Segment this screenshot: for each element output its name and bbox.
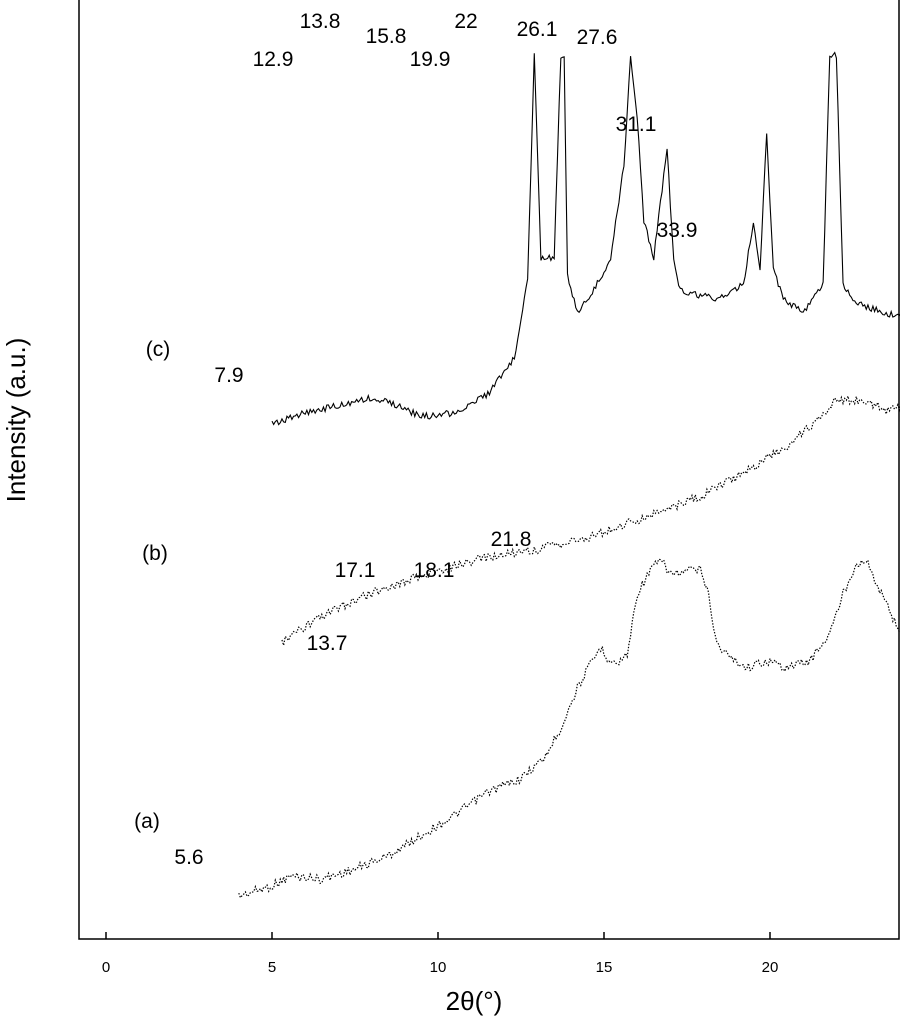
trace-a <box>238 558 900 899</box>
peak-label: 13.8 <box>300 10 341 33</box>
x-tick-label: 0 <box>102 959 110 976</box>
y-axis-title: Intensity (a.u.) <box>1 338 31 503</box>
curve-label-b: (b) <box>142 542 168 565</box>
peak-label: 5.6 <box>174 846 203 869</box>
peak-label: 22 <box>454 10 477 33</box>
traces <box>238 51 900 899</box>
peak-label: 26.1 <box>517 18 558 41</box>
curve-labels: (a) (b) (c) <box>134 338 170 833</box>
peak-label: 33.9 <box>657 219 698 242</box>
peak-label: 21.8 <box>491 528 532 551</box>
trace-b <box>281 393 900 646</box>
x-tick-label: 10 <box>430 959 447 976</box>
x-tick-label: 20 <box>762 959 779 976</box>
x-axis-ticks: 051015202530354045 <box>102 932 779 976</box>
peak-label: 19.9 <box>410 48 451 71</box>
x-tick-label: 15 <box>596 959 613 976</box>
peak-label: 12.9 <box>253 48 294 71</box>
peak-label: 31.1 <box>616 113 657 136</box>
peak-label: 7.9 <box>214 364 243 387</box>
x-tick-label: 5 <box>268 959 276 976</box>
x-axis-title: 2θ(°) <box>446 986 503 1016</box>
peak-annotations: 5.6 13.7 17.1 18.1 21.8 7.9 12.9 13.8 15.819.922… <box>174 10 697 869</box>
peak-label: 27.6 <box>577 26 618 49</box>
peak-label: 18.1 <box>414 559 455 582</box>
peak-label: 15.8 <box>366 25 407 48</box>
curve-label-c: (c) <box>146 338 171 361</box>
peak-label: 13.7 <box>307 632 348 655</box>
plot-frame <box>78 0 900 940</box>
trace-c <box>271 51 900 426</box>
curve-label-a: (a) <box>134 810 160 833</box>
peak-label: 17.1 <box>335 559 376 582</box>
